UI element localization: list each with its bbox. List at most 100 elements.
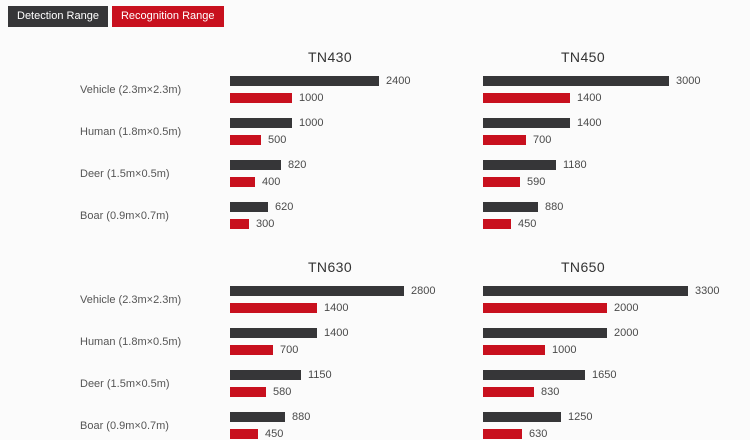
detection-bar-line: 3300 xyxy=(483,284,736,297)
bar-group: 2800 1400 xyxy=(230,284,483,314)
recognition-bar xyxy=(230,135,261,145)
recognition-bar-line: 500 xyxy=(230,133,483,146)
detection-bar xyxy=(483,328,607,338)
bar-value: 1650 xyxy=(592,368,617,381)
bar-value: 1400 xyxy=(324,326,349,339)
recognition-bar xyxy=(230,387,266,397)
detection-bar-line: 880 xyxy=(230,410,483,423)
detection-bar-line: 1180 xyxy=(483,159,736,170)
bar-value: 1400 xyxy=(577,91,602,104)
bar-groups: 2400 1000 1000 500 820 400 620 300 xyxy=(230,74,483,230)
recognition-bar-line: 700 xyxy=(230,343,483,356)
bar-group: 2400 1000 xyxy=(230,74,483,104)
category-label-boar: Boar (0.9m×0.7m) xyxy=(80,209,169,222)
detection-bar xyxy=(483,76,669,86)
bar-value: 880 xyxy=(292,410,311,423)
bar-group: 1150 580 xyxy=(230,368,483,398)
legend-recognition-range-badge: Recognition Range xyxy=(111,6,224,27)
bar-group: 1000 500 xyxy=(230,117,483,146)
bar-group: 2000 1000 xyxy=(483,326,736,356)
chart-tn630: TN630 2800 1400 1400 700 1150 580 880 450 xyxy=(230,259,483,439)
detection-bar-line: 1400 xyxy=(483,116,736,129)
recognition-bar xyxy=(230,429,258,439)
detection-bar xyxy=(230,286,404,296)
recognition-bar-line: 400 xyxy=(230,175,483,188)
recognition-bar-line: 450 xyxy=(230,427,483,440)
bar-value: 830 xyxy=(541,385,560,398)
bar-value: 620 xyxy=(275,200,294,213)
bar-value: 2000 xyxy=(614,326,639,339)
detection-bar xyxy=(230,76,379,86)
recognition-bar xyxy=(483,93,570,103)
detection-bar xyxy=(230,202,268,212)
detection-bar xyxy=(483,412,561,422)
category-label-deer: Deer (1.5m×0.5m) xyxy=(80,377,170,390)
detection-bar xyxy=(483,118,570,128)
detection-bar-line: 1400 xyxy=(230,326,483,339)
bar-value: 1250 xyxy=(568,410,593,423)
bar-value: 400 xyxy=(262,175,281,188)
bar-value: 2800 xyxy=(411,284,436,297)
bar-value: 3300 xyxy=(695,284,720,297)
legend: Detection Range Recognition Range xyxy=(8,6,750,27)
chart-row-top: Vehicle (2.3m×2.3m) Human (1.8m×0.5m) De… xyxy=(8,49,750,229)
recognition-bar xyxy=(483,135,526,145)
bar-value: 1400 xyxy=(324,301,349,314)
bar-value: 700 xyxy=(280,343,299,356)
recognition-bar xyxy=(230,93,292,103)
category-label-human: Human (1.8m×0.5m) xyxy=(80,125,182,138)
bar-value: 450 xyxy=(518,217,537,230)
bar-value: 2400 xyxy=(386,74,411,87)
category-label-human: Human (1.8m×0.5m) xyxy=(80,335,182,348)
recognition-bar xyxy=(230,345,273,355)
bar-value: 630 xyxy=(529,427,548,440)
bar-groups: 3300 2000 2000 1000 1650 830 1250 630 xyxy=(483,284,736,440)
category-labels-bottom: Vehicle (2.3m×2.3m) Human (1.8m×0.5m) De… xyxy=(80,259,230,439)
bar-value: 590 xyxy=(527,175,546,188)
bar-group: 880 450 xyxy=(230,410,483,440)
bar-groups: 2800 1400 1400 700 1150 580 880 450 xyxy=(230,284,483,440)
detection-bar-line: 1250 xyxy=(483,410,736,423)
recognition-bar xyxy=(230,303,317,313)
bar-groups: 3000 1400 1400 700 1180 590 880 450 xyxy=(483,74,736,230)
chart-tn430: TN430 2400 1000 1000 500 820 400 620 300 xyxy=(230,49,483,229)
detection-bar xyxy=(230,370,301,380)
legend-detection-range-badge: Detection Range xyxy=(8,6,108,27)
detection-bar-line: 1000 xyxy=(230,117,483,128)
bar-group: 880 450 xyxy=(483,201,736,230)
category-label-vehicle: Vehicle (2.3m×2.3m) xyxy=(80,293,182,306)
bar-value: 500 xyxy=(268,133,287,146)
recognition-bar-line: 700 xyxy=(483,134,736,145)
chart-title-tn430: TN430 xyxy=(307,49,353,65)
bar-value: 580 xyxy=(273,385,292,398)
bar-value: 3000 xyxy=(676,74,701,87)
bar-group: 1400 700 xyxy=(230,326,483,356)
bar-value: 450 xyxy=(265,427,284,440)
bar-group: 1180 590 xyxy=(483,159,736,188)
bar-value: 1400 xyxy=(577,116,602,129)
bar-group: 3000 1400 xyxy=(483,74,736,104)
detection-bar-line: 1650 xyxy=(483,368,736,381)
detection-bar xyxy=(230,328,317,338)
bar-value: 2000 xyxy=(614,301,639,314)
bar-value: 300 xyxy=(256,217,275,230)
chart-row-bottom: Vehicle (2.3m×2.3m) Human (1.8m×0.5m) De… xyxy=(8,259,750,439)
bar-value: 1000 xyxy=(299,91,324,104)
detection-bar xyxy=(483,202,538,212)
detection-bar-line: 2000 xyxy=(483,326,736,339)
recognition-bar-line: 300 xyxy=(230,217,483,230)
chart-title-tn630: TN630 xyxy=(307,259,353,275)
bar-value: 1000 xyxy=(552,343,577,356)
detection-bar-line: 620 xyxy=(230,200,483,213)
recognition-bar-line: 450 xyxy=(483,217,736,230)
category-labels-top: Vehicle (2.3m×2.3m) Human (1.8m×0.5m) De… xyxy=(80,49,230,229)
recognition-bar-line: 590 xyxy=(483,175,736,188)
recognition-bar xyxy=(483,345,545,355)
recognition-bar xyxy=(483,303,607,313)
bar-value: 820 xyxy=(288,158,307,171)
bar-value: 1150 xyxy=(308,368,332,381)
recognition-bar-line: 2000 xyxy=(483,301,736,314)
recognition-bar xyxy=(230,177,255,187)
detection-bar-line: 1150 xyxy=(230,368,483,381)
recognition-bar xyxy=(483,429,522,439)
